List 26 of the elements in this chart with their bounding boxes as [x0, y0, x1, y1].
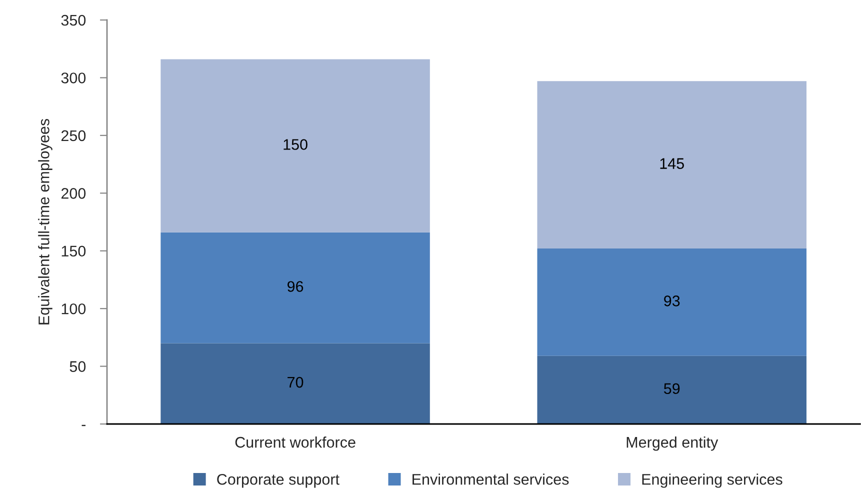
data-label: 70: [288, 376, 304, 388]
legend-label: Engineering services: [642, 474, 782, 488]
legend-label: Environmental services: [412, 474, 569, 485]
bar: [537, 81, 806, 249]
y-tick-label: 250: [61, 130, 86, 142]
data-label: 150: [284, 139, 308, 150]
bar: [160, 59, 430, 232]
data-label: 93: [664, 296, 680, 306]
x-tick-label: Merged entity: [626, 436, 718, 451]
bar: [160, 232, 430, 344]
bar: [160, 343, 430, 424]
y-tick-label: 350: [61, 14, 86, 26]
y-tick-label: 50: [70, 361, 86, 372]
bar: [537, 356, 806, 424]
y-tick-label: 200: [61, 188, 86, 199]
data-label: 59: [664, 383, 680, 394]
data-label: 96: [288, 281, 304, 292]
y-tick-label: -: [82, 424, 86, 426]
bar: [537, 248, 806, 356]
y-axis-title: Equivalent full-time employees: [38, 118, 52, 324]
y-tick-label: 300: [61, 72, 86, 84]
data-label: 145: [660, 158, 684, 169]
y-tick-label: 100: [62, 303, 86, 314]
legend-label: Corporate support: [217, 474, 340, 488]
x-tick-label: Current workforce: [235, 436, 356, 448]
y-tick-label: 150: [62, 246, 86, 257]
